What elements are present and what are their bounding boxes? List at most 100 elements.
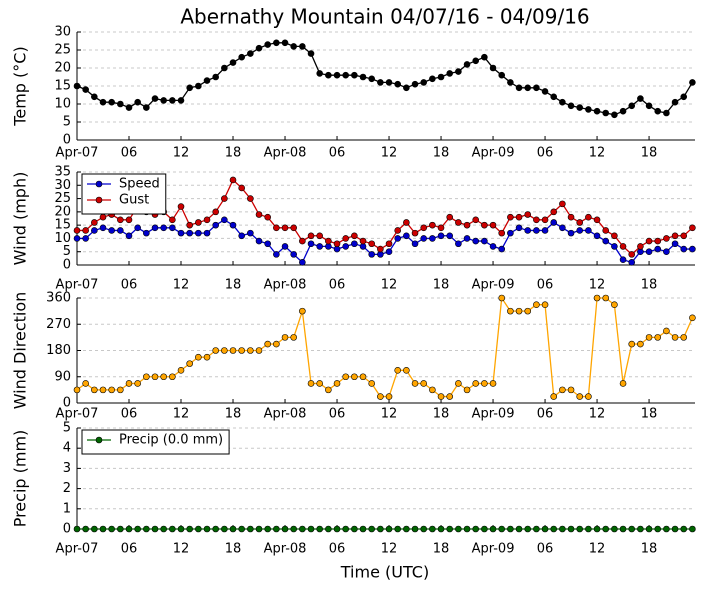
data-point [325, 71, 332, 79]
x-tick-label: 18 [225, 146, 242, 161]
data-point [463, 235, 471, 242]
data-point [247, 347, 254, 354]
data-point [307, 232, 315, 240]
data-point [559, 386, 566, 394]
data-point [195, 353, 202, 361]
data-point [507, 307, 514, 315]
x-tick-label: Apr-09 [472, 146, 515, 161]
data-point [455, 219, 462, 226]
data-point [420, 380, 428, 387]
data-point [281, 243, 289, 250]
data-point [593, 216, 601, 224]
data-point [550, 93, 558, 101]
data-point [455, 380, 462, 387]
data-point [108, 525, 115, 533]
y-axis-label: Temp (°C) [11, 46, 30, 126]
data-point [108, 386, 115, 394]
series-line [77, 219, 693, 264]
data-point [385, 240, 393, 248]
data-point [533, 525, 540, 533]
data-point [125, 232, 133, 240]
data-point [333, 525, 341, 533]
data-point [394, 367, 402, 374]
data-point [394, 227, 402, 234]
data-point [195, 82, 202, 90]
data-point [411, 229, 419, 237]
x-tick-label: 18 [641, 278, 658, 293]
x-tick-label: 18 [433, 278, 450, 293]
data-point [403, 525, 410, 533]
data-point [602, 294, 610, 302]
data-point [351, 232, 358, 240]
data-point [585, 106, 592, 113]
data-point [273, 224, 280, 232]
data-point [221, 347, 228, 354]
data-point [299, 43, 306, 50]
data-point [255, 44, 263, 52]
y-tick-label: 270 [46, 317, 71, 332]
y-tick-label: 15 [54, 79, 71, 94]
data-point [654, 237, 662, 245]
data-point [394, 525, 402, 533]
x-tick-label: 06 [121, 278, 138, 293]
data-point [463, 386, 471, 394]
data-point [628, 259, 636, 266]
data-point [368, 251, 375, 258]
y-tick-label: 5 [63, 244, 71, 259]
data-point [463, 221, 471, 229]
series-line [77, 178, 693, 256]
data-point [91, 219, 98, 226]
data-point [533, 301, 540, 309]
data-point [229, 525, 237, 533]
x-tick-label: 12 [381, 542, 398, 557]
data-point [576, 227, 584, 234]
data-point [186, 360, 193, 367]
data-point [585, 393, 592, 400]
series-line [76, 296, 693, 398]
data-point [134, 525, 141, 533]
data-point [316, 70, 323, 77]
data-point [385, 525, 393, 533]
data-point [602, 227, 610, 234]
y-tick-label: 180 [46, 343, 71, 358]
data-point [645, 334, 653, 341]
data-point [177, 229, 185, 237]
data-point [238, 53, 245, 61]
data-point [463, 61, 471, 68]
data-point [619, 525, 627, 533]
data-point [117, 525, 124, 533]
data-point [533, 227, 540, 234]
x-tick-label: Apr-07 [56, 407, 99, 422]
x-tick-label: 06 [537, 542, 554, 557]
data-point [585, 227, 592, 234]
data-point [247, 50, 254, 57]
data-point [585, 525, 592, 533]
data-point [99, 213, 107, 221]
y-tick-label: 360 [46, 291, 71, 306]
data-point [645, 237, 653, 245]
data-point [663, 235, 670, 242]
data-point [177, 525, 185, 533]
data-point [333, 240, 341, 248]
data-point [82, 380, 89, 387]
data-point [151, 373, 159, 381]
data-point [541, 301, 549, 309]
data-point [299, 525, 306, 533]
data-point [637, 340, 644, 348]
data-point [82, 227, 89, 234]
data-point [524, 525, 532, 533]
data-point [559, 224, 566, 232]
y-tick-label: 4 [63, 441, 71, 456]
data-point [437, 73, 445, 81]
data-point [91, 227, 98, 234]
data-point [663, 109, 670, 117]
data-point [437, 224, 445, 232]
data-point [333, 71, 341, 79]
data-point [446, 525, 454, 533]
data-point [307, 380, 315, 387]
data-point [73, 235, 81, 242]
data-point [472, 57, 480, 65]
data-point [420, 235, 428, 242]
x-tick-label: 12 [589, 407, 606, 422]
data-point [515, 307, 523, 315]
